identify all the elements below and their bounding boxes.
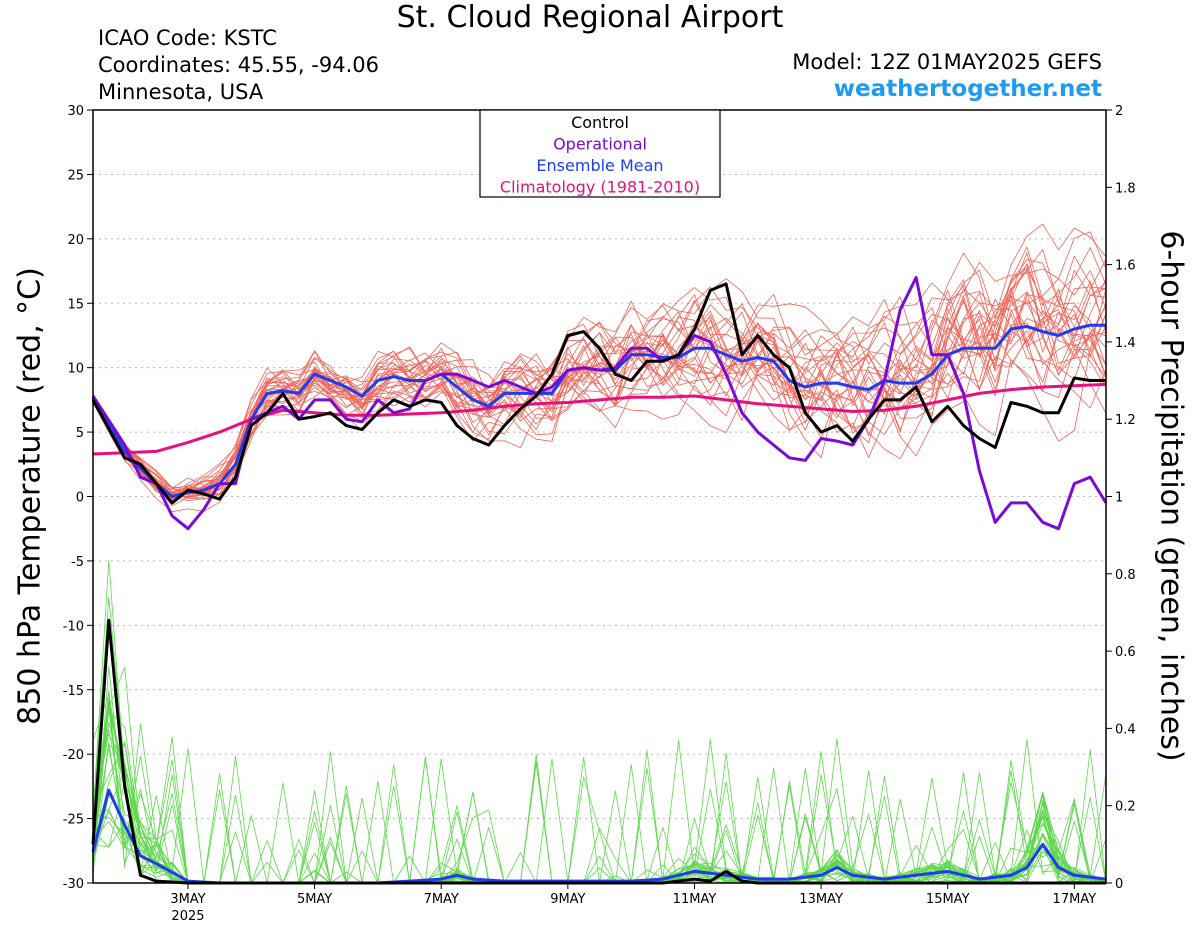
temp-member-line <box>92 270 1107 502</box>
temp-member-line <box>92 313 1107 502</box>
series-operational-temp <box>91 276 1108 531</box>
x-tick-label: 15MAY <box>926 892 970 907</box>
region: Minnesota, USA <box>98 80 264 104</box>
y-left-tick-label: 30 <box>67 104 84 119</box>
y-left-tick-label: 25 <box>67 168 84 183</box>
precip-member-line <box>92 666 1107 884</box>
legend-entry: Operational <box>553 135 647 154</box>
precip-member-line <box>92 689 1107 884</box>
temp-member-line <box>92 246 1107 498</box>
y-right-tick-label: 0.8 <box>1115 568 1136 583</box>
icao-code: ICAO Code: KSTC <box>98 26 277 50</box>
precip-member-line <box>92 729 1107 884</box>
temp-member-line <box>92 294 1107 495</box>
precip-member-line <box>92 698 1107 884</box>
y-right-tick-label: 1.8 <box>1115 181 1136 196</box>
x-tick-label: 5MAY <box>297 892 332 907</box>
temp-member-line <box>92 280 1107 495</box>
y-left-tick-label: -25 <box>63 813 84 828</box>
legend-box <box>479 109 721 198</box>
x-tick-label: 3MAY <box>170 892 205 907</box>
x-tick-label: 11MAY <box>673 892 717 907</box>
temp-member-line <box>92 223 1107 494</box>
temp-member-line <box>92 259 1107 507</box>
y-right-tick-label: 1.2 <box>1115 413 1136 428</box>
y-left-tick-label: -10 <box>63 619 84 634</box>
y-left-tick-label: -20 <box>63 748 84 763</box>
precip-member-line <box>92 722 1107 884</box>
y-right-tick-label: 1 <box>1115 491 1123 506</box>
site-link[interactable]: weathertogether.net <box>833 76 1102 102</box>
temp-member-line <box>92 285 1107 496</box>
precip-member-line <box>92 710 1106 884</box>
temp-member-line <box>92 291 1107 500</box>
y-left-tick-label: 20 <box>67 233 84 248</box>
x-tick-label: 13MAY <box>799 892 843 907</box>
y-left-tick-label: -30 <box>63 877 84 892</box>
y-right-tick-label: 1.6 <box>1115 259 1136 274</box>
chart-title: St. Cloud Regional Airport <box>396 0 784 35</box>
x-tick-sublabel: 2025 <box>171 909 204 924</box>
legend-entry: Control <box>571 113 629 132</box>
y-right-tick-label: 0.4 <box>1115 722 1136 737</box>
model-label: Model: 12Z 01MAY2025 GEFS <box>792 50 1102 74</box>
y-left-tick-label: -5 <box>71 555 84 570</box>
legend-entry: Ensemble Mean <box>536 156 663 175</box>
precip-member-line <box>92 596 1107 884</box>
x-tick-label: 7MAY <box>424 892 459 907</box>
y-left-tick-label: 10 <box>67 362 84 377</box>
temp-member-line <box>92 294 1107 497</box>
precip-members <box>92 559 1107 884</box>
y-left-tick-label: 15 <box>67 297 84 312</box>
precip-member-line <box>92 733 1107 884</box>
temp-member-line <box>92 287 1107 499</box>
x-tick-label: 9MAY <box>550 892 585 907</box>
y-right-tick-label: 0.6 <box>1115 645 1136 660</box>
series-control-temp <box>91 282 1106 505</box>
legend-entry: Climatology (1981-2010) <box>500 178 700 197</box>
precip-member-line <box>92 694 1107 884</box>
coordinates: Coordinates: 45.55, -94.06 <box>98 53 379 77</box>
y-left-tick-label: 0 <box>76 491 84 506</box>
temp-member-line <box>92 267 1107 497</box>
x-tick-label: 17MAY <box>1053 892 1097 907</box>
y-right-tick-label: 1.4 <box>1115 336 1136 351</box>
precip-member-line <box>92 709 1107 884</box>
precip-member-line <box>92 665 1107 884</box>
temp-member-line <box>92 295 1107 496</box>
precip-member-line <box>92 752 1107 884</box>
y-right-tick-label: 0.2 <box>1115 800 1136 815</box>
temp-member-line <box>92 287 1107 499</box>
y-right-tick-label: 2 <box>1115 104 1123 119</box>
y-right-tick-label: 0 <box>1115 877 1123 892</box>
y-left-tick-label: 5 <box>76 426 84 441</box>
precip-member-line <box>92 700 1107 884</box>
temp-member-line <box>92 303 1107 489</box>
y-left-tick-label: -15 <box>63 684 84 699</box>
